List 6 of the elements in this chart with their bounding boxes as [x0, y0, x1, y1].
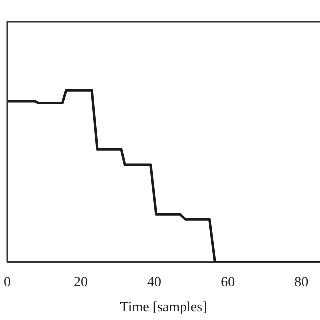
- x-tick-label: 0: [4, 275, 11, 290]
- x-tick-label: 60: [221, 275, 236, 290]
- x-tick-label: 40: [148, 275, 162, 290]
- x-axis-title: Time [samples]: [120, 300, 208, 316]
- x-tick-label: 20: [74, 275, 88, 290]
- x-tick-label: 80: [294, 275, 309, 290]
